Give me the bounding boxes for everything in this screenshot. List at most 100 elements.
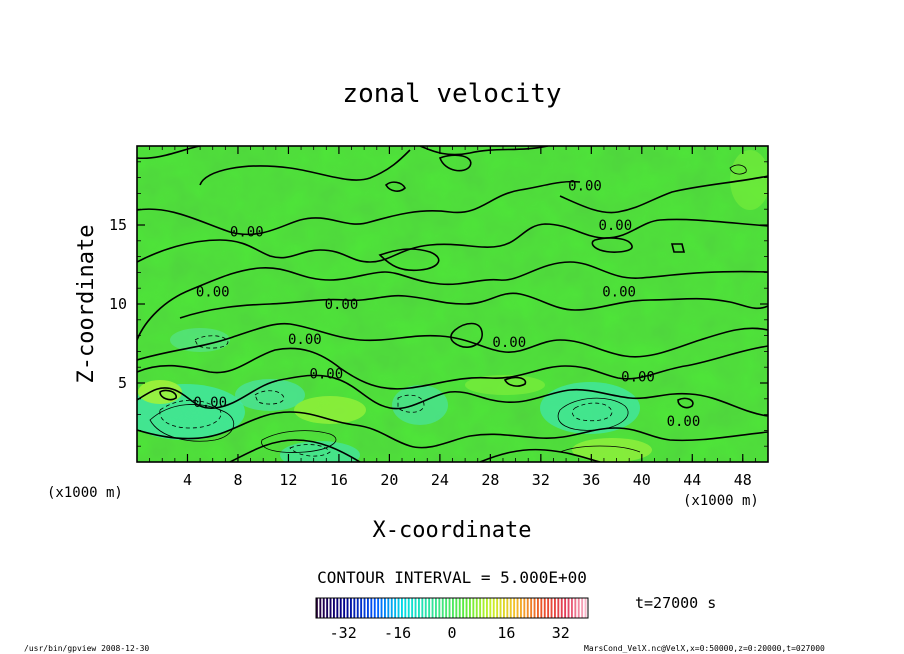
contour-label: 0.00	[492, 335, 526, 351]
colorbar-stripe	[428, 598, 431, 618]
colorbar: -32 -16 0 16 32	[315, 597, 589, 642]
contour-line	[559, 175, 768, 214]
colorbar-frame	[315, 597, 589, 619]
x-tick-label: 4	[183, 471, 192, 489]
colorbar-stripe	[390, 598, 393, 618]
contour-label: 0.00	[193, 395, 227, 411]
contour-line	[559, 445, 641, 453]
contour-line	[677, 397, 694, 409]
colorbar-stripe	[567, 598, 570, 618]
x-tick-label: 44	[683, 471, 701, 489]
colorbar-stripe	[329, 598, 332, 618]
x-tick-label: 28	[481, 471, 499, 489]
colorbar-stripe	[350, 598, 352, 618]
x-unit-label-left: (x1000 m)	[47, 485, 123, 501]
colorbar-stripe	[441, 598, 444, 618]
contour-interval-text: CONTOUR INTERVAL = 5.000E+00	[317, 568, 587, 587]
contour-line	[261, 430, 337, 453]
contour-line	[479, 448, 601, 462]
colorbar-stripe	[380, 598, 383, 618]
colorbar-stripe	[574, 598, 577, 618]
contour-lines	[137, 146, 768, 462]
colorbar-stripe	[424, 598, 427, 618]
colorbar-stripe	[571, 598, 573, 618]
x-unit-label-right: (x1000 m)	[683, 493, 759, 509]
colorbar-stripe	[360, 598, 363, 618]
cyan-patch	[392, 385, 448, 425]
contour-line	[591, 237, 633, 253]
colorbar-stripe	[431, 598, 434, 618]
colorbar-stripe	[496, 598, 499, 618]
contour-label: 0.00	[288, 332, 322, 348]
cyan-patch	[280, 441, 360, 462]
colorbar-stripe	[438, 598, 441, 618]
contour-line	[179, 292, 768, 319]
colorbar-stripe	[543, 598, 546, 618]
colorbar-stripe	[397, 598, 400, 618]
colorbar-stripe	[550, 598, 553, 618]
colorbar-stripe	[472, 598, 475, 618]
footer-left: /usr/bin/gpview 2008-12-30	[24, 644, 149, 653]
contour-line	[378, 248, 440, 272]
colorbar-tick-label: 32	[552, 624, 570, 642]
x-tick-label: 36	[582, 471, 600, 489]
colorbar-stripe	[339, 598, 342, 618]
colorbar-stripe	[560, 598, 563, 618]
x-tick-label: 16	[330, 471, 348, 489]
colorbar-stripe	[319, 598, 322, 618]
contour-line	[137, 322, 768, 361]
colorbar-stripe	[509, 598, 512, 618]
contour-line	[557, 397, 629, 431]
contour-label: 0.00	[568, 179, 602, 195]
contour-label: 0.00	[196, 284, 230, 300]
contour-label: 0.00	[621, 370, 655, 386]
colorbar-stripe	[533, 598, 536, 618]
colorbar-stripe	[353, 598, 356, 618]
contour-line	[438, 154, 472, 172]
colorbar-stripe	[557, 598, 560, 618]
yellow-patch	[294, 396, 366, 424]
colorbar-stripe	[526, 598, 529, 618]
colorbar-stripe	[513, 598, 516, 618]
colorbar-stripe	[363, 598, 366, 618]
cyan-patch	[235, 379, 305, 411]
colorbar-stripe	[346, 598, 349, 618]
colorbar-tick-label: 16	[497, 624, 515, 642]
colorbar-stripe	[516, 598, 519, 618]
x-tick-label: 32	[532, 471, 550, 489]
colorbar-stripe	[465, 598, 468, 618]
contour-line	[199, 149, 411, 186]
colorbar-stripe	[520, 598, 522, 618]
colorbar-stripe	[377, 598, 380, 618]
colorbar-stripe	[537, 598, 539, 618]
colorbar-stripe	[384, 598, 386, 618]
colorbar-stripe	[479, 598, 482, 618]
contour-label: 0.00	[325, 297, 359, 313]
contour-label: 0.00	[230, 224, 264, 240]
y-axis: 5 10 15	[109, 161, 768, 447]
dashed-contour	[571, 402, 613, 422]
colorbar-stripe	[503, 598, 505, 618]
contour-label: 0.00	[598, 218, 632, 234]
y-tick-label: 15	[109, 216, 127, 234]
colorbar-stripe	[336, 598, 339, 618]
contour-line	[670, 243, 686, 253]
contour-line	[137, 180, 581, 236]
colorbar-tick-label: -32	[330, 624, 357, 642]
colorbar-stripe	[523, 598, 526, 618]
contour-label: 0.00	[309, 367, 343, 383]
colorbar-stripe	[547, 598, 550, 618]
colorbar-stripe	[489, 598, 492, 618]
colorbar-stripe	[326, 598, 329, 618]
y-tick-label: 5	[118, 374, 127, 392]
colorbar-stripe	[577, 598, 580, 618]
colorbar-stripe	[475, 598, 478, 618]
x-tick-label: 40	[633, 471, 651, 489]
colorbar-stripe	[458, 598, 461, 618]
colorbar-stripe	[411, 598, 414, 618]
chart-title: zonal velocity	[342, 79, 561, 109]
y-axis-label: Z-coordinate	[74, 225, 99, 384]
x-tick-label: 24	[431, 471, 449, 489]
y-tick-label: 10	[109, 295, 127, 313]
